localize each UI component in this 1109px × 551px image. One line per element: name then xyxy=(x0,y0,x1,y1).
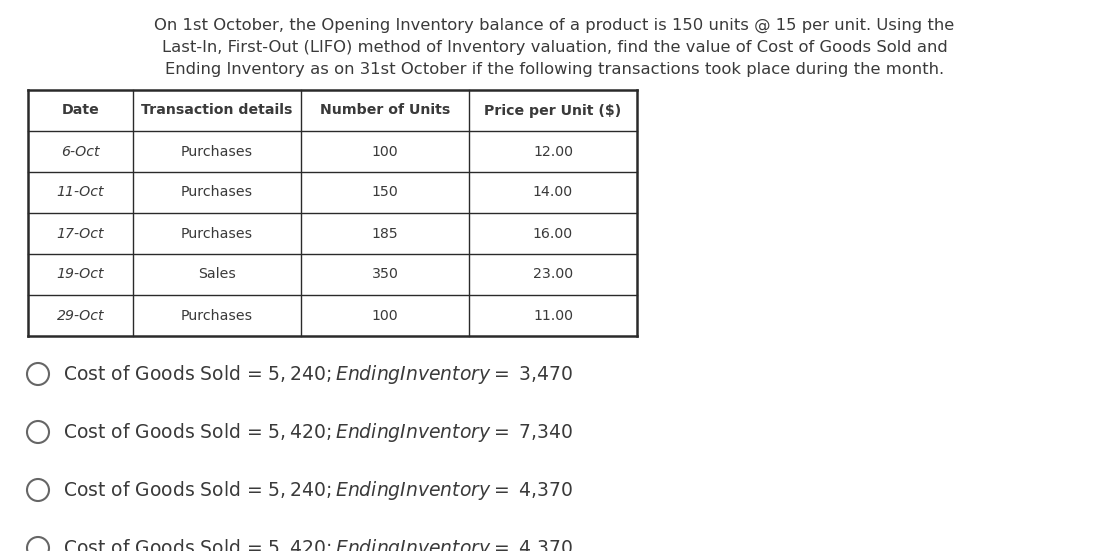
Text: Last-In, First-Out (LIFO) method of Inventory valuation, find the value of Cost : Last-In, First-Out (LIFO) method of Inve… xyxy=(162,40,947,55)
Text: Cost of Goods Sold = $ 5,420 ; Ending Inventory = $ 7,340: Cost of Goods Sold = $ 5,420 ; Ending In… xyxy=(63,420,572,444)
Text: Purchases: Purchases xyxy=(181,144,253,159)
Text: On 1st October, the Opening Inventory balance of a product is 150 units @ 15 per: On 1st October, the Opening Inventory ba… xyxy=(154,18,955,33)
Text: 6-Oct: 6-Oct xyxy=(61,144,100,159)
Text: Cost of Goods Sold = $ 5,420 ; Ending Inventory = $ 4,370: Cost of Goods Sold = $ 5,420 ; Ending In… xyxy=(63,537,572,551)
Text: 100: 100 xyxy=(372,309,398,322)
Text: Number of Units: Number of Units xyxy=(319,104,450,117)
Text: 16.00: 16.00 xyxy=(533,226,573,240)
Text: 11.00: 11.00 xyxy=(533,309,573,322)
Text: 185: 185 xyxy=(372,226,398,240)
Text: 17-Oct: 17-Oct xyxy=(57,226,104,240)
Text: Transaction details: Transaction details xyxy=(141,104,293,117)
Text: Sales: Sales xyxy=(199,267,236,282)
Text: Price per Unit ($): Price per Unit ($) xyxy=(485,104,622,117)
Text: 23.00: 23.00 xyxy=(533,267,573,282)
Text: 14.00: 14.00 xyxy=(533,186,573,199)
Text: 11-Oct: 11-Oct xyxy=(57,186,104,199)
Text: Date: Date xyxy=(62,104,100,117)
Text: Cost of Goods Sold = $ 5,240 ; Ending Inventory = $ 4,370: Cost of Goods Sold = $ 5,240 ; Ending In… xyxy=(63,478,572,501)
Text: Ending Inventory as on 31st October if the following transactions took place dur: Ending Inventory as on 31st October if t… xyxy=(165,62,944,77)
Text: 100: 100 xyxy=(372,144,398,159)
Text: Purchases: Purchases xyxy=(181,309,253,322)
Text: 29-Oct: 29-Oct xyxy=(57,309,104,322)
Text: 350: 350 xyxy=(372,267,398,282)
Text: Cost of Goods Sold = $ 5,240 ; Ending Inventory = $ 3,470: Cost of Goods Sold = $ 5,240 ; Ending In… xyxy=(63,363,572,386)
Text: 19-Oct: 19-Oct xyxy=(57,267,104,282)
Text: Purchases: Purchases xyxy=(181,226,253,240)
Text: 150: 150 xyxy=(372,186,398,199)
Text: 12.00: 12.00 xyxy=(533,144,573,159)
Text: Purchases: Purchases xyxy=(181,186,253,199)
